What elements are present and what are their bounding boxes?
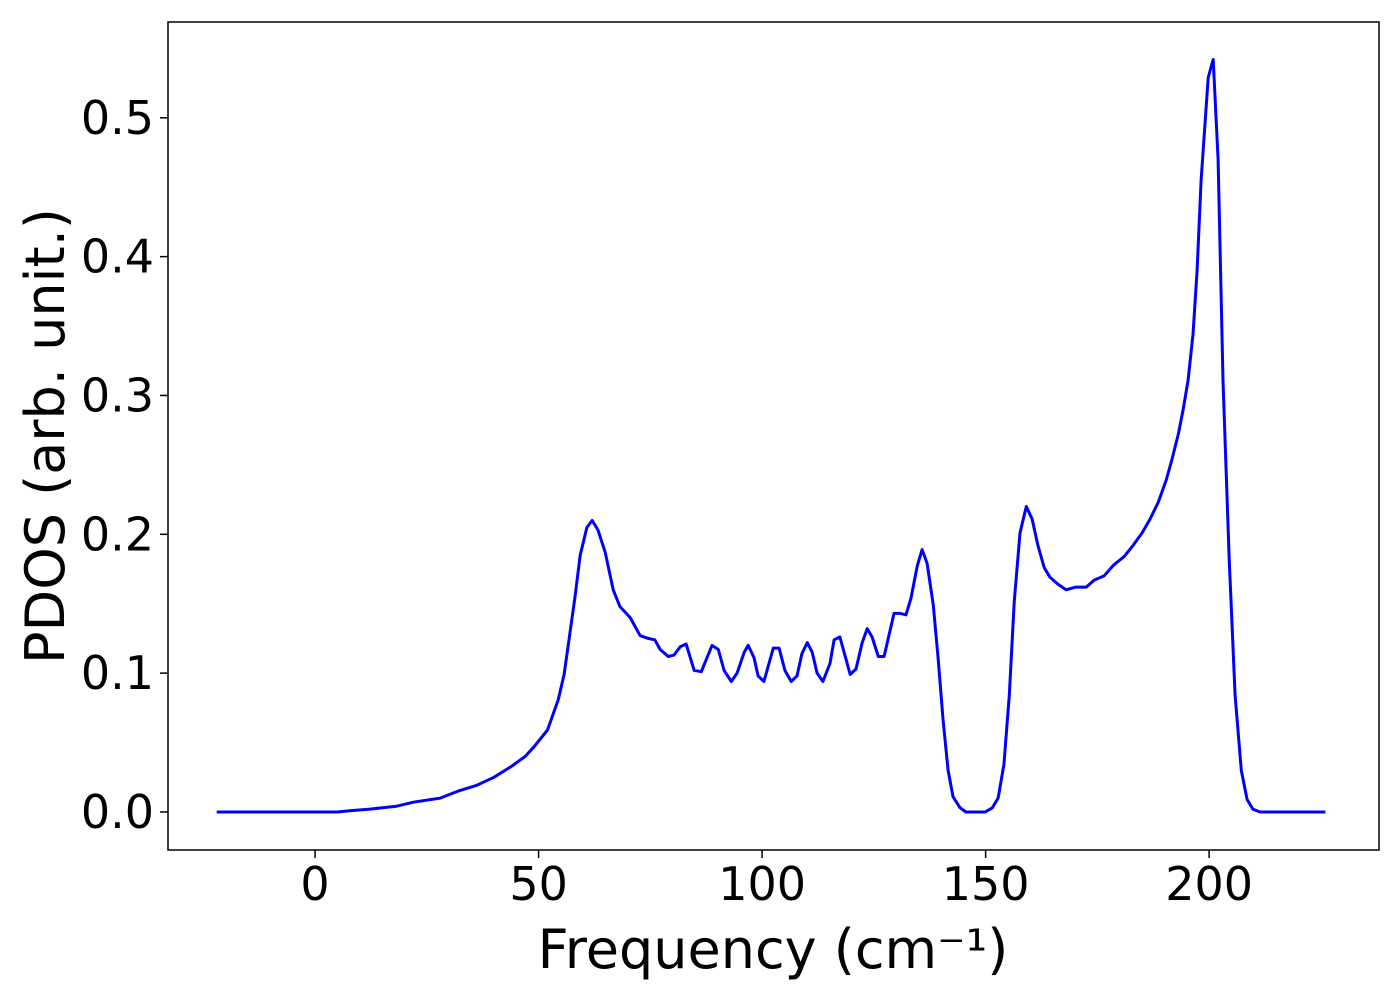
data-line (216, 58, 1326, 814)
y-tick-label: 0.5 (81, 91, 154, 145)
x-tick-label: 200 (1165, 857, 1253, 911)
x-tick-label: 100 (718, 857, 806, 911)
y-tick-label: 0.3 (81, 368, 154, 422)
x-tick-label: 150 (942, 857, 1030, 911)
y-axis-label: PDOS (arb. unit.) (14, 208, 77, 664)
plot-frame (167, 21, 1380, 851)
y-tick-label: 0.1 (81, 646, 154, 700)
y-tick-label: 0.4 (81, 230, 154, 284)
y-tick-label: 0.0 (81, 785, 154, 839)
x-tick-label: 50 (509, 857, 568, 911)
x-tick-label: 0 (300, 857, 329, 911)
x-axis-label: Frequency (cm⁻¹) (538, 918, 1009, 981)
y-tick-label: 0.2 (81, 507, 154, 561)
